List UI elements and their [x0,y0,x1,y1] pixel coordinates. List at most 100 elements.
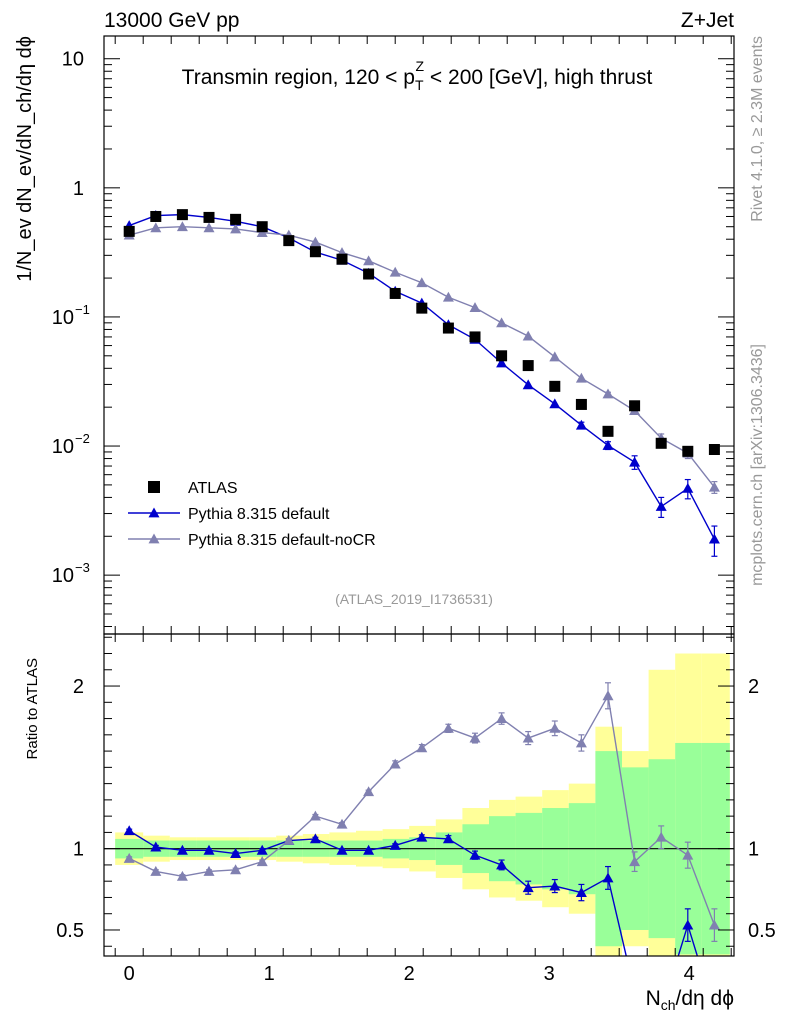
main-ylabel: 1/N_ev dN_ev/dN_ch/dη dϕ [14,36,36,282]
ratio-point-s1-21 [682,849,694,860]
main-data-point-1 [150,210,162,222]
ratio-point-s1-12 [442,722,454,733]
main-ytick-label-1: 1 [73,178,84,200]
main-title-prefix: Transmin region, 120 < p [182,66,415,89]
ratio-frame [103,633,735,957]
main-point-s2-10 [389,266,401,277]
ratio-ytick-label-right-1: 1 [748,839,759,861]
ratio-point-s1-0 [123,852,135,863]
legend-marker-2 [148,533,160,544]
main-point-s2-17 [575,372,587,383]
main-point-s2-9 [363,255,375,266]
ratio-point-s0-21 [682,919,694,930]
ratio-point-s1-18 [602,690,614,701]
ratio-point-s1-22 [708,919,720,930]
main-line-series-2 [129,225,715,488]
ratio-point-s1-8 [336,818,348,829]
ratio-point-s1-6 [283,835,295,845]
main-plot-content [123,209,720,557]
main-point-s1-20 [655,501,667,511]
main-ytick-label-3: 10 [52,436,74,458]
ratio-point-s0-3 [203,844,215,855]
ratio-point-s1-5 [256,856,268,867]
legend-label-1: Pythia 8.315 default [188,506,330,523]
main-point-s2-15 [522,330,534,341]
main-point-s1-14 [496,357,508,368]
main-data-point-6 [283,235,295,247]
ratio-point-s0-16 [549,880,561,891]
ratio-point-s1-16 [549,722,561,733]
ratio-plot-content [104,653,734,996]
legend: ATLAS Pythia 8.315 default Pythia 8.315 de… [128,480,376,549]
ratio-point-s1-1 [150,865,162,876]
ratio-point-s0-8 [336,844,348,855]
main-data-point-20 [655,437,667,449]
rivet-label: Rivet 4.1.0, ≥ 2.3M events [749,36,766,222]
main-data-point-13 [469,331,481,343]
main-point-s2-7 [309,236,321,247]
main-title: Transmin region, 120 < pTZ < 200 [GeV], … [182,58,653,93]
main-ytick-label-0: 10 [62,49,84,71]
ratio-point-s1-7 [309,810,321,821]
ratio-point-s0-4 [230,848,242,858]
ratio-point-s0-15 [522,882,534,893]
main-point-s2-12 [442,291,454,302]
main-point-s1-15 [522,379,534,390]
main-title-sup: Z [416,58,425,74]
legend-label-0: ATLAS [188,480,238,497]
main-data-point-8 [336,253,348,265]
ratio-ylabel: Ratio to ATLAS [24,658,41,759]
main-point-s2-2 [176,221,188,232]
ratio-point-s0-5 [256,844,268,855]
main-point-s1-19 [629,456,641,467]
main-ytick-label-4: 10 [52,565,74,587]
main-point-s1-21 [682,482,694,493]
ratio-point-s0-13 [469,849,481,860]
xlabel-rest: /dη dϕ [676,987,734,1010]
ratio-point-s1-13 [469,732,481,743]
ratio-xtick-label-1: 1 [264,963,275,985]
ratio-point-s0-9 [363,844,375,855]
main-point-s1-22 [708,533,720,544]
main-point-s2-1 [150,222,162,233]
ratio-point-s0-19 [629,986,640,996]
legend-label-2: Pythia 8.315 default-noCR [188,532,376,549]
main-ytick-exp-3: −2 [75,431,90,446]
main-data-point-17 [575,398,587,410]
ratio-point-s0-7 [309,833,321,844]
ratio-point-s1-2 [176,870,188,881]
main-data-point-2 [176,209,188,221]
main-data-point-18 [602,425,614,437]
main-watermark: (ATLAS_2019_I1736531) [335,591,493,607]
main-data-point-15 [522,360,534,372]
main-point-s1-16 [549,398,561,409]
main-point-s2-4 [230,223,242,234]
main-point-s2-16 [549,351,561,362]
ratio-point-s0-14 [496,859,508,870]
main-point-s2-18 [602,388,614,399]
ratio-point-s0-10 [389,839,401,850]
ratio-point-s1-10 [389,758,401,769]
ratio-point-s1-4 [230,864,242,875]
ratio-xtick-label-3: 3 [544,963,555,985]
main-data-point-7 [309,246,321,258]
ratio-point-s0-11 [416,831,428,842]
ratio-point-s0-1 [150,841,162,852]
ratio-axis-ticks: 2 2 1 1 0.5 0.5 0 1 2 3 4 [56,634,776,985]
main-point-s2-13 [469,302,481,313]
main-data-point-0 [123,225,135,237]
ratio-point-s1-11 [416,742,428,753]
ratio-xtick-label-0: 0 [124,963,135,985]
xlabel-sub: ch [661,997,676,1013]
main-data-point-4 [230,213,242,225]
ratio-point-s0-2 [176,844,188,855]
mcplots-label: mcplots.cern.ch [arXiv:1306.3436] [749,344,766,586]
ratio-ytick-label-left-0: 2 [73,676,84,698]
ratio-xtick-label-4: 4 [684,963,695,985]
ratio-point-s1-19 [629,856,641,867]
ratio-ytick-label-left-1: 1 [73,839,84,861]
header-right: Z+Jet [681,9,734,32]
main-point-s1-17 [575,419,587,430]
